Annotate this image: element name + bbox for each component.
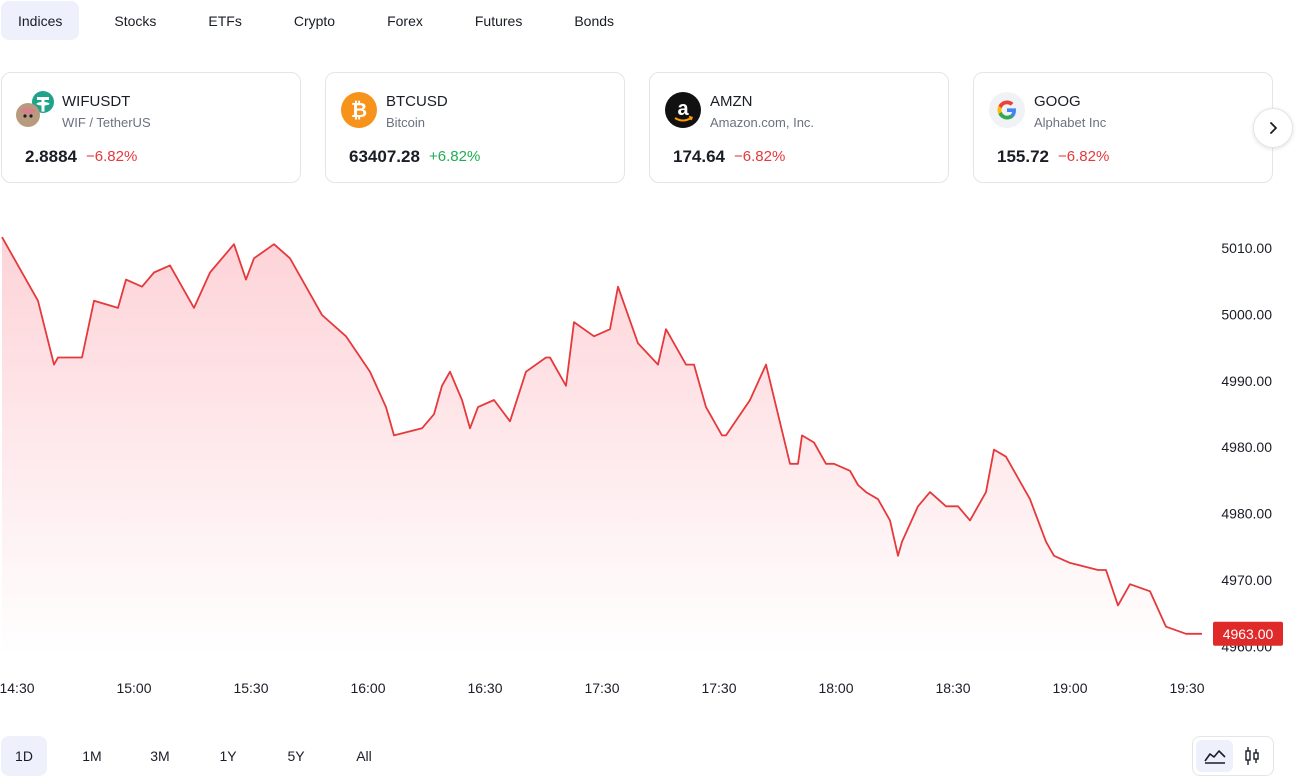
tab-indices[interactable]: Indices bbox=[1, 1, 80, 40]
range-5y[interactable]: 5Y bbox=[287, 748, 305, 764]
wif-tether-icon bbox=[16, 91, 54, 127]
x-axis-tick-label: 18:00 bbox=[818, 680, 853, 696]
y-axis-tick-label: 4970.00 bbox=[1221, 572, 1272, 588]
ticker-name: WIF / TetherUS bbox=[62, 115, 151, 130]
x-axis-tick-label: 16:00 bbox=[350, 680, 385, 696]
tab-crypto[interactable]: Crypto bbox=[293, 12, 336, 29]
ticker-card-amzn[interactable]: a AMZN Amazon.com, Inc. 174.64 −6.82% bbox=[649, 72, 949, 183]
tab-forex[interactable]: Forex bbox=[387, 12, 423, 29]
tab-etfs[interactable]: ETFs bbox=[208, 12, 242, 29]
bitcoin-icon: ₿ bbox=[341, 92, 377, 128]
ticker-cards: WIFUSDT WIF / TetherUS 2.8884 −6.82% ₿ B… bbox=[1, 72, 1296, 183]
x-axis-tick-label: 17:30 bbox=[584, 680, 619, 696]
ticker-card-goog[interactable]: GOOG Alphabet Inc 155.72 −6.82% bbox=[973, 72, 1273, 183]
price-line bbox=[1, 236, 1202, 635]
ticker-price: 174.64 bbox=[673, 147, 725, 166]
x-axis-tick-label: 17:30 bbox=[701, 680, 736, 696]
ticker-name: Alphabet Inc bbox=[1034, 115, 1107, 130]
ticker-price: 2.8884 bbox=[25, 147, 77, 166]
x-axis-tick-label: 15:30 bbox=[233, 680, 268, 696]
price-area-fill bbox=[2, 237, 1202, 655]
x-axis-tick-label: 18:30 bbox=[935, 680, 970, 696]
range-1m[interactable]: 1M bbox=[82, 748, 102, 764]
next-cards-button[interactable] bbox=[1253, 108, 1293, 148]
tab-bonds[interactable]: Bonds bbox=[574, 12, 615, 29]
area-chart-icon bbox=[1203, 750, 1226, 764]
x-axis-tick-label: 19:30 bbox=[1169, 680, 1204, 696]
ticker-change: +6.82% bbox=[429, 148, 481, 165]
x-axis-tick-label: 16:30 bbox=[467, 680, 502, 696]
time-range-selector: 1D 1M 3M 1Y 5Y All bbox=[1, 736, 409, 776]
area-chart-button[interactable] bbox=[1196, 740, 1233, 772]
ticker-price: 63407.28 bbox=[349, 147, 420, 166]
x-axis-tick-label: 14:30 bbox=[0, 680, 35, 696]
y-axis-tick-label: 4980.00 bbox=[1221, 439, 1272, 455]
tab-stocks[interactable]: Stocks bbox=[114, 12, 157, 29]
svg-text:₿: ₿ bbox=[351, 98, 367, 122]
ticker-change: −6.82% bbox=[734, 148, 786, 165]
ticker-symbol: BTCUSD bbox=[386, 93, 448, 110]
x-axis-tick-label: 19:00 bbox=[1052, 680, 1087, 696]
range-3m[interactable]: 3M bbox=[150, 748, 170, 764]
google-icon bbox=[989, 92, 1025, 128]
tab-futures[interactable]: Futures bbox=[474, 12, 523, 29]
y-axis-tick-label: 4990.00 bbox=[1221, 373, 1272, 389]
x-axis-tick-label: 15:00 bbox=[116, 680, 151, 696]
price-chart: 5010.00 5000.00 4990.00 4980.00 4980.00 4970.… bbox=[0, 236, 1283, 696]
ticker-name: Amazon.com, Inc. bbox=[710, 115, 815, 130]
chart-type-toggle bbox=[1192, 736, 1274, 776]
ticker-card-wifusdt[interactable]: WIFUSDT WIF / TetherUS 2.8884 −6.82% bbox=[1, 72, 301, 183]
ticker-change: −6.82% bbox=[86, 148, 138, 165]
candlestick-chart-button[interactable] bbox=[1233, 740, 1270, 772]
range-1y[interactable]: 1Y bbox=[219, 748, 237, 764]
ticker-symbol: WIFUSDT bbox=[62, 93, 131, 110]
svg-text:a: a bbox=[677, 98, 689, 120]
ticker-symbol: AMZN bbox=[710, 93, 753, 110]
y-axis-tick-label: 5010.00 bbox=[1221, 240, 1272, 256]
current-price-tag bbox=[1213, 621, 1283, 646]
ticker-change: −6.82% bbox=[1058, 148, 1110, 165]
amazon-icon: a bbox=[665, 92, 701, 128]
ticker-price: 155.72 bbox=[997, 147, 1049, 166]
range-all[interactable]: All bbox=[356, 748, 372, 764]
current-price-label: 4963.00 bbox=[1223, 626, 1274, 642]
y-axis-tick-label: 4980.00 bbox=[1221, 506, 1272, 522]
chevron-right-icon bbox=[1270, 122, 1277, 134]
market-tabs: Indices Stocks ETFs Crypto Forex Futures Bonds bbox=[1, 1, 649, 40]
ticker-symbol: GOOG bbox=[1034, 93, 1081, 110]
range-1d[interactable]: 1D bbox=[1, 736, 47, 776]
ticker-card-btcusd[interactable]: ₿ BTCUSD Bitcoin 63407.28 +6.82% bbox=[325, 72, 625, 183]
candlestick-icon bbox=[1244, 747, 1259, 765]
ticker-name: Bitcoin bbox=[386, 115, 426, 130]
y-axis-tick-label: 5000.00 bbox=[1221, 306, 1272, 322]
